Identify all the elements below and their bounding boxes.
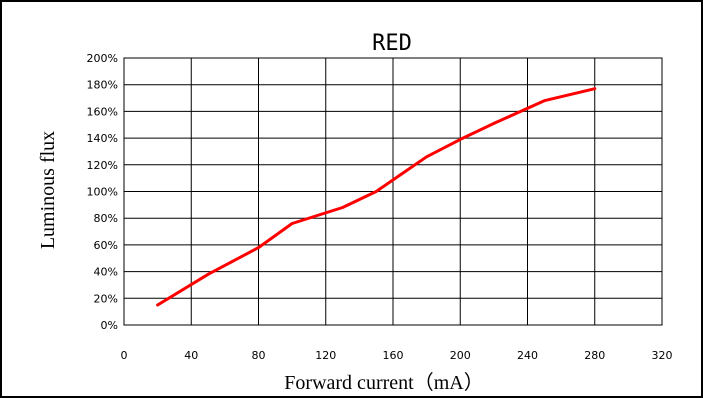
x-tick-label: 200 <box>450 349 471 362</box>
x-tick-label: 240 <box>517 349 538 362</box>
x-tick-label: 280 <box>584 349 605 362</box>
x-tick-label: 80 <box>252 349 266 362</box>
y-tick-label: 80% <box>94 212 118 225</box>
y-tick-label: 60% <box>94 239 118 252</box>
y-tick-label: 0% <box>101 319 118 332</box>
series-line-0 <box>156 87 597 307</box>
x-tick-label: 120 <box>315 349 336 362</box>
y-axis-label: Luminous flux <box>37 131 59 249</box>
y-tick-labels: 0% 20% 40% 60% 80% 100% 120% 140% 160% 180% 200% <box>87 52 118 332</box>
series-layer <box>156 87 597 307</box>
y-tick-label: 140% <box>87 132 118 145</box>
grid-layer <box>123 57 663 326</box>
y-tick-label: 160% <box>87 105 118 118</box>
y-tick-label: 180% <box>87 79 118 92</box>
y-tick-label: 100% <box>87 186 118 199</box>
x-tick-label: 40 <box>184 349 198 362</box>
y-tick-label: 20% <box>94 292 118 305</box>
x-tick-label: 0 <box>121 349 128 362</box>
x-tick-label: 160 <box>383 349 404 362</box>
x-tick-label: 320 <box>652 349 673 362</box>
y-tick-label: 40% <box>94 266 118 279</box>
chart-title: RED <box>372 31 412 56</box>
x-tick-labels: 0 40 80 120 160 200 240 280 320 <box>121 349 673 362</box>
y-tick-label: 200% <box>87 52 118 65</box>
y-tick-label: 120% <box>87 159 118 172</box>
x-axis-label: Forward current（mA） <box>284 371 483 394</box>
